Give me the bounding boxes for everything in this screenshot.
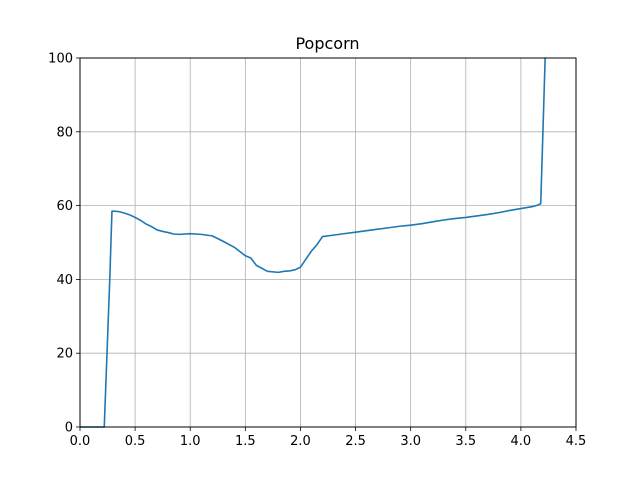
x-tick-label: 4.0 [511, 434, 532, 449]
grid-lines [79, 57, 577, 428]
x-tick-label: 1.5 [235, 434, 256, 449]
x-tick-label: 1.0 [180, 434, 201, 449]
x-tick-label: 0.0 [70, 434, 91, 449]
x-tick-label: 2.0 [290, 434, 311, 449]
x-tick-label: 0.5 [125, 434, 146, 449]
x-tick-label: 2.5 [345, 434, 366, 449]
x-tick-label: 3.0 [400, 434, 421, 449]
series-line [79, 57, 546, 428]
y-tick-label: 80 [56, 125, 73, 140]
series-layer [79, 57, 546, 428]
x-tick-label: 4.5 [566, 434, 587, 449]
y-tick-label: 40 [56, 273, 73, 288]
x-tick-label: 3.5 [455, 434, 476, 449]
y-tick-label: 20 [56, 347, 73, 362]
plot-area-frame [79, 57, 577, 428]
chart-title: Popcorn [295, 34, 359, 53]
y-tick-label: 100 [48, 52, 73, 67]
x-axis: 0.0 0.5 1.0 1.5 2.0 2.5 3.0 3.5 4.0 4.5 [70, 427, 587, 449]
y-tick-label: 60 [56, 199, 73, 214]
y-tick-label: 0 [65, 421, 73, 436]
y-axis: 0 20 40 60 80 100 [48, 52, 80, 436]
